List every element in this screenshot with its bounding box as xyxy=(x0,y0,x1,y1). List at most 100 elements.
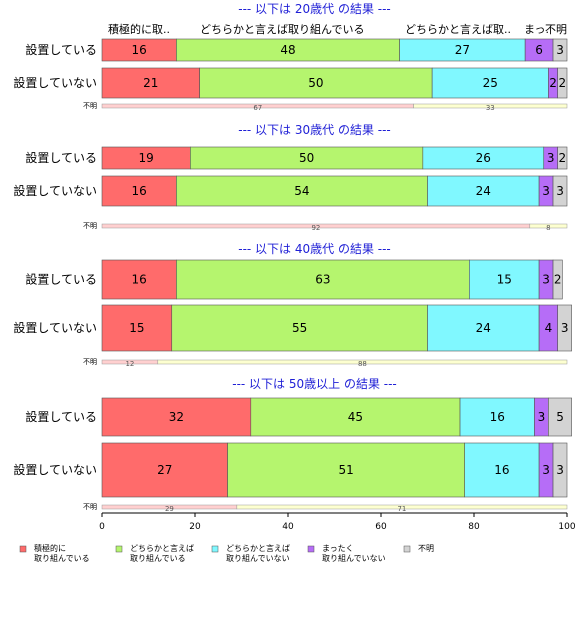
header-label: どちらかと言えば取.. xyxy=(405,23,511,36)
bar-segment xyxy=(227,442,465,498)
data-label: 15 xyxy=(129,321,144,335)
data-label: 16 xyxy=(132,184,147,198)
bar-segment xyxy=(557,304,572,352)
unknown-label: 不明 xyxy=(83,222,97,230)
legend-label: まったく xyxy=(322,544,354,553)
unknown-label: 不明 xyxy=(83,503,97,511)
unknown-data-label: 88 xyxy=(358,360,367,368)
data-label: 27 xyxy=(455,43,470,57)
bar-segment xyxy=(557,146,568,170)
bar-segment xyxy=(101,397,252,437)
data-label: 6 xyxy=(535,43,543,57)
category-label: 設置していない xyxy=(13,462,97,477)
data-label: 3 xyxy=(556,43,564,57)
legend-label: 積極的に xyxy=(34,543,66,553)
bar-segment xyxy=(469,259,540,300)
bar-segment xyxy=(176,175,428,207)
bar-segment xyxy=(176,259,470,300)
header-label: どちらかと言えば取り組んでいる xyxy=(200,23,364,36)
category-label: 設置している xyxy=(25,272,97,287)
data-label: 26 xyxy=(476,151,491,165)
data-label: 16 xyxy=(132,273,147,287)
panel-title: --- 以下は 30歳代 の結果 --- xyxy=(238,123,391,137)
bar-segment xyxy=(101,259,177,300)
data-label: 25 xyxy=(483,76,498,90)
panel-title: --- 以下は 50歳以上 の結果 --- xyxy=(232,377,397,391)
legend-swatch xyxy=(211,545,219,553)
legend-swatch xyxy=(403,545,411,553)
x-tick-label: 0 xyxy=(99,522,105,532)
bar-segment xyxy=(427,304,540,352)
bar-segment xyxy=(552,38,568,62)
x-tick-label: 80 xyxy=(468,522,480,532)
bar-segment xyxy=(552,442,568,498)
header-label: 積極的に取.. xyxy=(108,22,170,36)
unknown-data-label: 29 xyxy=(165,505,174,513)
x-tick-label: 40 xyxy=(282,522,294,532)
unknown-bar-segment xyxy=(529,223,568,229)
data-label: 3 xyxy=(561,321,569,335)
legend-label: 不明 xyxy=(418,544,434,553)
legend-label: 取り組んでいない xyxy=(226,553,290,563)
bar-segment xyxy=(250,397,461,437)
header-label: 不明 xyxy=(545,23,567,36)
data-label: 16 xyxy=(490,410,505,424)
data-label: 4 xyxy=(545,321,553,335)
legend-label: 取り組んでいる xyxy=(34,553,90,563)
data-label: 50 xyxy=(308,76,323,90)
header-label: まっ. xyxy=(524,23,549,36)
unknown-label: 不明 xyxy=(83,358,97,366)
data-label: 63 xyxy=(315,273,330,287)
data-label: 2 xyxy=(559,151,567,165)
category-label: 設置している xyxy=(25,409,97,424)
x-tick-label: 100 xyxy=(558,522,575,532)
x-tick-label: 60 xyxy=(375,522,387,532)
data-label: 16 xyxy=(132,43,147,57)
data-label: 51 xyxy=(338,463,353,477)
panel-title: --- 以下は 20歳代 の結果 --- xyxy=(238,2,391,16)
unknown-data-label: 92 xyxy=(311,224,320,232)
data-label: 2 xyxy=(554,273,562,287)
data-label: 3 xyxy=(547,151,555,165)
bar-segment xyxy=(101,304,173,352)
data-label: 16 xyxy=(494,463,509,477)
data-label: 3 xyxy=(556,184,564,198)
category-label: 設置していない xyxy=(13,183,97,198)
category-label: 設置している xyxy=(25,150,97,165)
data-label: 55 xyxy=(292,321,307,335)
data-label: 3 xyxy=(542,463,550,477)
unknown-data-label: 71 xyxy=(397,505,406,513)
bar-segment xyxy=(552,259,563,300)
data-label: 32 xyxy=(169,410,184,424)
legend-label: 取り組んでいる xyxy=(130,553,186,563)
legend-swatch xyxy=(115,545,123,553)
bar-segment xyxy=(552,175,568,207)
data-label: 50 xyxy=(299,151,314,165)
unknown-bar-segment xyxy=(413,103,568,109)
bar-segment xyxy=(557,67,568,99)
unknown-data-label: 33 xyxy=(486,104,495,112)
bar-segment xyxy=(548,397,572,437)
bar-segment xyxy=(101,442,228,498)
category-label: 設置している xyxy=(25,42,97,57)
data-label: 45 xyxy=(348,410,363,424)
bar-segment xyxy=(171,304,428,352)
data-label: 24 xyxy=(476,184,491,198)
data-label: 27 xyxy=(157,463,172,477)
unknown-data-label: 8 xyxy=(546,224,550,232)
data-label: 3 xyxy=(538,410,546,424)
data-label: 2 xyxy=(559,76,567,90)
data-label: 54 xyxy=(294,184,309,198)
legend-label: どちらかと言えば xyxy=(226,543,290,553)
data-label: 2 xyxy=(549,76,557,90)
panel-title: --- 以下は 40歳代 の結果 --- xyxy=(238,242,391,256)
data-label: 24 xyxy=(476,321,491,335)
data-label: 3 xyxy=(542,273,550,287)
category-label: 設置していない xyxy=(13,320,97,335)
legend-label: 取り組んでいない xyxy=(322,553,386,563)
data-label: 48 xyxy=(280,43,295,57)
unknown-bar-segment xyxy=(236,504,568,510)
bar-segment xyxy=(101,175,177,207)
unknown-label: 不明 xyxy=(83,102,97,110)
